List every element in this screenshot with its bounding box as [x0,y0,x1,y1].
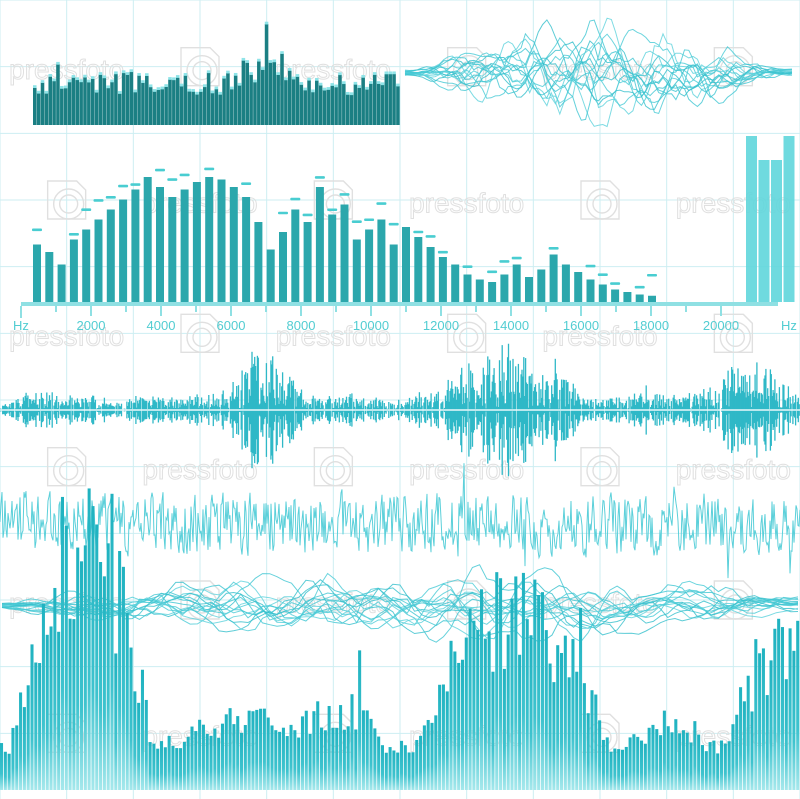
svg-text:pressfoto: pressfoto [409,187,524,218]
svg-text:10000: 10000 [353,318,389,333]
svg-text:16000: 16000 [563,318,599,333]
svg-text:20000: 20000 [703,318,739,333]
svg-text:pressfoto: pressfoto [676,454,791,485]
svg-text:2000: 2000 [77,318,106,333]
svg-text:Hz: Hz [13,318,29,333]
svg-text:6000: 6000 [217,318,246,333]
svg-text:12000: 12000 [423,318,459,333]
svg-text:18000: 18000 [633,318,669,333]
svg-text:8000: 8000 [287,318,316,333]
svg-text:Hz: Hz [781,318,797,333]
svg-text:4000: 4000 [147,318,176,333]
svg-text:pressfoto: pressfoto [142,454,257,485]
svg-text:14000: 14000 [493,318,529,333]
svg-text:pressfoto: pressfoto [9,54,124,85]
